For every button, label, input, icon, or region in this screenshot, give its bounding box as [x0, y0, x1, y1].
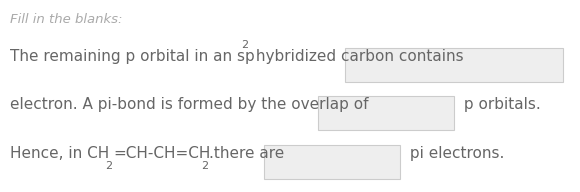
Text: electron. A pi-bond is formed by the overlap of: electron. A pi-bond is formed by the ove… [10, 98, 369, 113]
Text: =CH-CH=CH: =CH-CH=CH [114, 146, 211, 161]
Text: pi electrons.: pi electrons. [405, 146, 504, 161]
Text: 2: 2 [201, 161, 208, 171]
Text: 2: 2 [241, 40, 248, 50]
Text: The remaining p orbital in an sp: The remaining p orbital in an sp [10, 50, 255, 65]
Text: Hence, in CH: Hence, in CH [10, 146, 110, 161]
FancyBboxPatch shape [345, 48, 563, 82]
Text: 2: 2 [106, 161, 113, 171]
FancyBboxPatch shape [318, 97, 454, 130]
FancyBboxPatch shape [264, 146, 400, 179]
Text: p orbitals.: p orbitals. [459, 98, 541, 113]
Text: .there are: .there are [209, 146, 284, 161]
Text: hybridized carbon contains: hybridized carbon contains [251, 50, 463, 65]
Text: Fill in the blanks:: Fill in the blanks: [10, 13, 123, 26]
